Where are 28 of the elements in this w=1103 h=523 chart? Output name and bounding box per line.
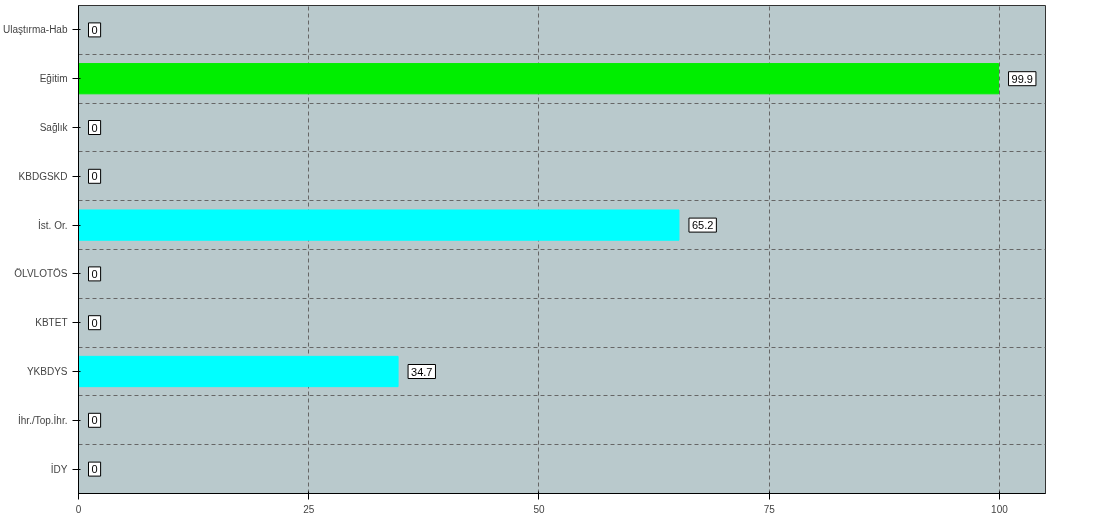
- x-tick-label: 0: [75, 503, 82, 515]
- data-label: 0: [91, 316, 98, 329]
- y-tick-label: YKBDYS: [26, 366, 68, 377]
- data-label: 0: [91, 121, 98, 134]
- y-tick-label: KBTET: [35, 317, 68, 329]
- data-label: 34.7: [411, 365, 433, 378]
- y-tick-label: KBDGSKD: [18, 170, 68, 182]
- data-label: 0: [91, 463, 98, 476]
- y-tick-label: ÖLVLOTÖS: [14, 268, 68, 280]
- y-tick-label: Ulaştırma-Hab: [3, 24, 68, 36]
- y-tick-label: İst. Or.: [38, 218, 68, 231]
- data-label: 0: [91, 23, 98, 36]
- data-label: 99.9: [1011, 72, 1033, 85]
- x-tick-label: 50: [533, 503, 545, 515]
- x-tick-label: 100: [991, 503, 1009, 515]
- bar: [78, 63, 1000, 95]
- y-tick-label: Eğitim: [39, 73, 68, 85]
- bar: [78, 209, 680, 241]
- data-label: 0: [91, 170, 98, 183]
- y-tick-label: Sağlık: [39, 122, 69, 133]
- data-label: 0: [91, 267, 98, 280]
- bar: [78, 355, 399, 388]
- x-tick-label: 75: [763, 503, 776, 515]
- y-tick-label: İhr./Top.İhr.: [18, 413, 68, 426]
- y-tick-label: İDY: [50, 462, 68, 475]
- data-label: 65.2: [691, 219, 714, 232]
- x-tick-label: 25: [303, 503, 315, 515]
- data-label: 0: [91, 414, 98, 427]
